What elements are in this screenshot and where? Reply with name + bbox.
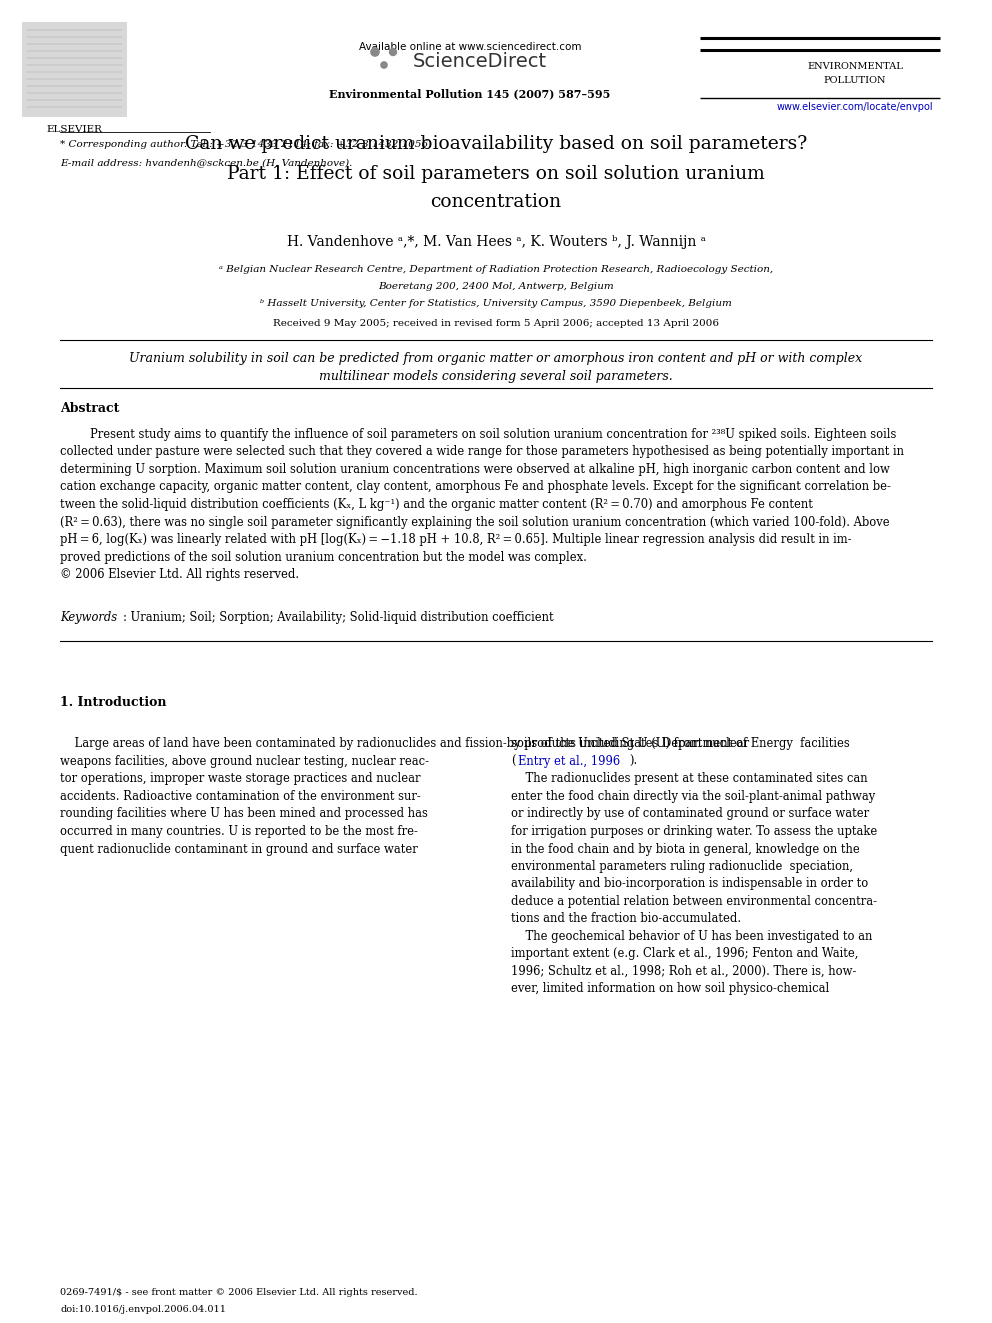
Text: POLLUTION: POLLUTION — [823, 75, 886, 85]
Text: determining U sorption. Maximum soil solution uranium concentrations were observ: determining U sorption. Maximum soil sol… — [60, 463, 890, 476]
Text: important extent (e.g. Clark et al., 1996; Fenton and Waite,: important extent (e.g. Clark et al., 199… — [511, 947, 858, 960]
Text: or indirectly by use of contaminated ground or surface water: or indirectly by use of contaminated gro… — [511, 807, 869, 820]
Text: Environmental Pollution 145 (2007) 587–595: Environmental Pollution 145 (2007) 587–5… — [329, 89, 611, 99]
Text: 1996; Schultz et al., 1998; Roh et al., 2000). There is, how-: 1996; Schultz et al., 1998; Roh et al., … — [511, 964, 856, 978]
Text: Keywords: Keywords — [60, 610, 117, 623]
Bar — [22, 22, 127, 116]
Text: tween the solid-liquid distribution coefficients (Kₓ, L kg⁻¹) and the organic ma: tween the solid-liquid distribution coef… — [60, 497, 812, 511]
Text: multilinear models considering several soil parameters.: multilinear models considering several s… — [319, 370, 673, 382]
Text: pH = 6, log(Kₓ) was linearly related with pH [log(Kₓ) = −1.18 pH + 10.8, R² = 0.: pH = 6, log(Kₓ) was linearly related wit… — [60, 533, 851, 546]
Text: ELSEVIER: ELSEVIER — [47, 124, 102, 134]
Text: occurred in many countries. U is reported to be the most fre-: occurred in many countries. U is reporte… — [60, 826, 418, 837]
Text: concentration: concentration — [431, 193, 561, 210]
Text: (: ( — [511, 755, 516, 767]
Text: soils of the United States Department of Energy  facilities: soils of the United States Department of… — [511, 737, 850, 750]
Text: tions and the fraction bio-accumulated.: tions and the fraction bio-accumulated. — [511, 913, 741, 926]
Text: www.elsevier.com/locate/envpol: www.elsevier.com/locate/envpol — [777, 102, 933, 112]
Text: E-mail address: hvandenh@sckcen.be (H. Vandenhove).: E-mail address: hvandenh@sckcen.be (H. V… — [60, 157, 352, 167]
Text: Can we predict uranium bioavailability based on soil parameters?: Can we predict uranium bioavailability b… — [185, 135, 807, 153]
Text: The geochemical behavior of U has been investigated to an: The geochemical behavior of U has been i… — [511, 930, 872, 943]
Text: doi:10.1016/j.envpol.2006.04.011: doi:10.1016/j.envpol.2006.04.011 — [60, 1304, 226, 1314]
Text: © 2006 Elsevier Ltd. All rights reserved.: © 2006 Elsevier Ltd. All rights reserved… — [60, 568, 300, 581]
Text: : Uranium; Soil; Sorption; Availability; Solid-liquid distribution coefficient: : Uranium; Soil; Sorption; Availability;… — [123, 610, 554, 623]
Text: Available online at www.sciencedirect.com: Available online at www.sciencedirect.co… — [359, 42, 581, 52]
Text: ᵃ Belgian Nuclear Research Centre, Department of Radiation Protection Research, : ᵃ Belgian Nuclear Research Centre, Depar… — [219, 265, 773, 274]
Text: Received 9 May 2005; received in revised form 5 April 2006; accepted 13 April 20: Received 9 May 2005; received in revised… — [273, 319, 719, 328]
Text: in the food chain and by biota in general, knowledge on the: in the food chain and by biota in genera… — [511, 843, 860, 856]
Text: Uranium solubility in soil can be predicted from organic matter or amorphous iro: Uranium solubility in soil can be predic… — [129, 352, 863, 365]
Text: cation exchange capacity, organic matter content, clay content, amorphous Fe and: cation exchange capacity, organic matter… — [60, 480, 891, 493]
Text: Entry et al., 1996: Entry et al., 1996 — [518, 755, 620, 767]
Text: * Corresponding author. Tel.: +32 3 1433 2114; fax: +32 3 1432 1056.: * Corresponding author. Tel.: +32 3 1433… — [60, 140, 432, 149]
Text: ENVIRONMENTAL: ENVIRONMENTAL — [807, 62, 903, 71]
Text: H. Vandenhove ᵃ,*, M. Van Hees ᵃ, K. Wouters ᵇ, J. Wannijn ᵃ: H. Vandenhove ᵃ,*, M. Van Hees ᵃ, K. Wou… — [287, 235, 705, 249]
Text: for irrigation purposes or drinking water. To assess the uptake: for irrigation purposes or drinking wate… — [511, 826, 877, 837]
Text: availability and bio-incorporation is indispensable in order to: availability and bio-incorporation is in… — [511, 877, 868, 890]
Text: collected under pasture were selected such that they covered a wide range for th: collected under pasture were selected su… — [60, 446, 904, 459]
Text: Large areas of land have been contaminated by radionuclides and fission-by produ: Large areas of land have been contaminat… — [60, 737, 749, 750]
Text: ever, limited information on how soil physico-chemical: ever, limited information on how soil ph… — [511, 983, 829, 995]
Text: proved predictions of the soil solution uranium concentration but the model was : proved predictions of the soil solution … — [60, 550, 587, 564]
Text: Part 1: Effect of soil parameters on soil solution uranium: Part 1: Effect of soil parameters on soi… — [227, 165, 765, 183]
Text: accidents. Radioactive contamination of the environment sur-: accidents. Radioactive contamination of … — [60, 790, 421, 803]
Text: Boeretang 200, 2400 Mol, Antwerp, Belgium: Boeretang 200, 2400 Mol, Antwerp, Belgiu… — [378, 282, 614, 291]
Text: ᵇ Hasselt University, Center for Statistics, University Campus, 3590 Diepenbeek,: ᵇ Hasselt University, Center for Statist… — [260, 299, 732, 308]
Text: 1. Introduction: 1. Introduction — [60, 696, 167, 709]
Text: environmental parameters ruling radionuclide  speciation,: environmental parameters ruling radionuc… — [511, 860, 853, 873]
Text: Present study aims to quantify the influence of soil parameters on soil solution: Present study aims to quantify the influ… — [90, 429, 897, 441]
Point — [367, 41, 383, 62]
Text: ).: ). — [630, 755, 638, 767]
Text: enter the food chain directly via the soil-plant-animal pathway: enter the food chain directly via the so… — [511, 790, 875, 803]
Text: Abstract: Abstract — [60, 402, 119, 415]
Text: rounding facilities where U has been mined and processed has: rounding facilities where U has been min… — [60, 807, 428, 820]
Text: weapons facilities, above ground nuclear testing, nuclear reac-: weapons facilities, above ground nuclear… — [60, 755, 429, 767]
Text: ScienceDirect: ScienceDirect — [413, 52, 547, 71]
Point — [385, 41, 401, 62]
Text: quent radionuclide contaminant in ground and surface water: quent radionuclide contaminant in ground… — [60, 843, 418, 856]
Text: 0269-7491/$ - see front matter © 2006 Elsevier Ltd. All rights reserved.: 0269-7491/$ - see front matter © 2006 El… — [60, 1289, 418, 1297]
Text: The radionuclides present at these contaminated sites can: The radionuclides present at these conta… — [511, 773, 868, 786]
Text: (R² = 0.63), there was no single soil parameter significantly explaining the soi: (R² = 0.63), there was no single soil pa… — [60, 516, 890, 528]
Text: deduce a potential relation between environmental concentra-: deduce a potential relation between envi… — [511, 894, 877, 908]
Text: tor operations, improper waste storage practices and nuclear: tor operations, improper waste storage p… — [60, 773, 421, 786]
Point — [376, 54, 392, 75]
